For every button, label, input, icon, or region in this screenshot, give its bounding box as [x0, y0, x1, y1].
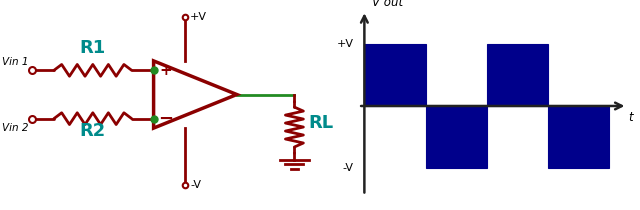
Text: R2: R2 [79, 122, 106, 140]
Text: R1: R1 [79, 39, 106, 57]
Text: t: t [628, 111, 633, 124]
Bar [486, 44, 548, 106]
Text: RL: RL [309, 114, 334, 132]
Text: −: − [158, 110, 173, 128]
Text: +: + [159, 63, 172, 78]
Text: Vin 1: Vin 1 [3, 56, 29, 67]
Text: -V: -V [190, 180, 201, 190]
Text: V out: V out [372, 0, 403, 9]
Text: -V: -V [342, 163, 353, 173]
Text: +V: +V [190, 12, 207, 22]
Bar [548, 106, 609, 168]
Text: +V: +V [337, 39, 353, 49]
Bar [426, 106, 486, 168]
Bar [364, 44, 426, 106]
Text: Vin 2: Vin 2 [3, 123, 29, 133]
